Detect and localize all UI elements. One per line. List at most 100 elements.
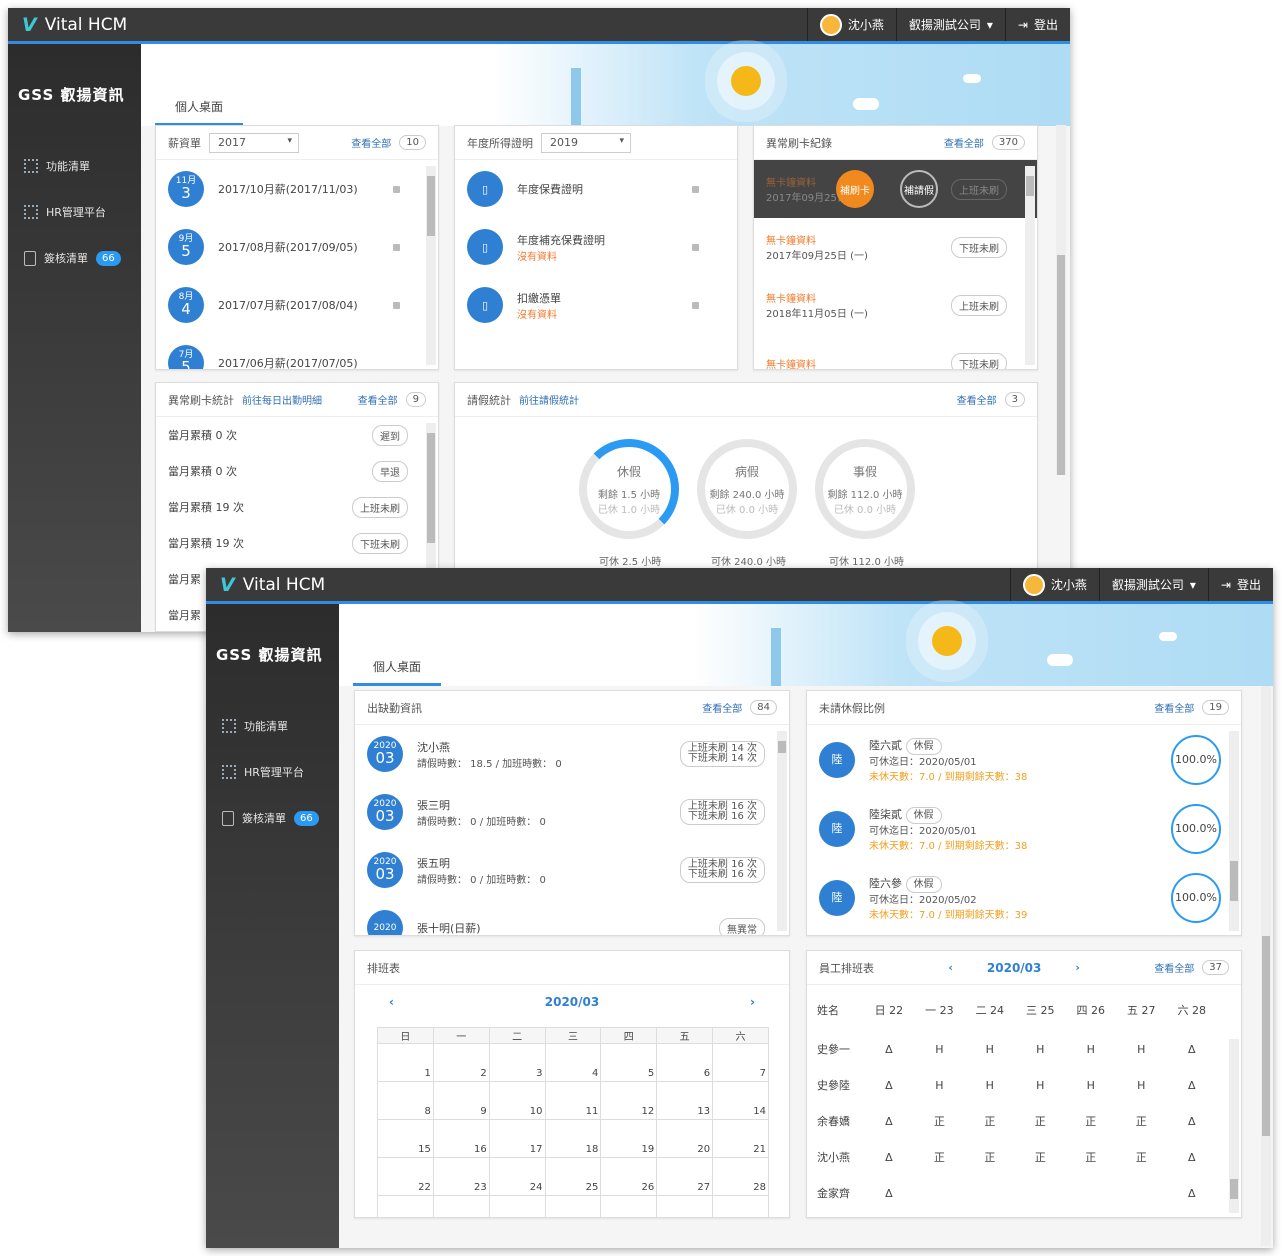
calendar-day[interactable]: 3 <box>488 1043 546 1082</box>
list-item[interactable]: 11月 3 2017/10月薪(2017/11/03) <box>156 160 438 218</box>
calendar-day[interactable]: 16 <box>432 1119 490 1158</box>
calendar-day[interactable]: 30 <box>432 1195 490 1217</box>
calendar-day[interactable] <box>712 1195 769 1217</box>
list-item[interactable]: 2020 03 沈小燕 請假時數： 18.5 / 加班時數： 0 上班未刷 14 次下班… <box>355 725 789 783</box>
calendar-day[interactable]: 15 <box>377 1119 434 1158</box>
calendar-day[interactable] <box>656 1195 714 1217</box>
view-all-link[interactable]: 查看全部 <box>1154 704 1195 715</box>
page-scrollbar[interactable] <box>1056 125 1066 475</box>
date-circle: 2020 03 <box>367 852 403 888</box>
list-item[interactable]: ▯ 年度補充保費證明 沒有資料 <box>455 218 737 276</box>
leave-request-button[interactable]: 補請假 <box>900 170 938 208</box>
calendar-day[interactable]: 27 <box>656 1157 714 1196</box>
calendar-day[interactable]: 12 <box>600 1081 658 1120</box>
calendar-day[interactable]: 5 <box>600 1043 658 1082</box>
user-menu[interactable]: 沈小燕 <box>1009 568 1099 601</box>
table-row[interactable]: 史參一 Δ H H H H H Δ <box>807 1031 1227 1067</box>
scrollbar[interactable] <box>426 166 436 365</box>
calendar-day[interactable]: 24 <box>488 1157 546 1196</box>
calendar-day[interactable]: 26 <box>600 1157 658 1196</box>
chevron-left-icon[interactable]: ‹ <box>389 995 394 1009</box>
calendar-day[interactable]: 18 <box>544 1119 602 1158</box>
punch-card-button[interactable]: 補刷卡 <box>836 170 874 208</box>
table-row[interactable]: 金家齊 Δ Δ <box>807 1175 1227 1211</box>
logout-button[interactable]: ⇥ 登出 <box>1004 8 1070 41</box>
view-all-link[interactable]: 查看全部 <box>1154 964 1195 975</box>
sidebar-item-approval[interactable]: 簽核清單 66 <box>206 795 339 841</box>
calendar-day[interactable]: 10 <box>488 1081 546 1120</box>
calendar-day[interactable]: 7 <box>712 1043 769 1082</box>
calendar-day[interactable]: 28 <box>712 1157 769 1196</box>
calendar-day[interactable]: 25 <box>544 1157 602 1196</box>
calendar-day[interactable]: 23 <box>432 1157 490 1196</box>
scrollbar[interactable] <box>1025 166 1035 365</box>
chevron-right-icon[interactable]: › <box>1075 961 1080 974</box>
view-all-link[interactable]: 查看全部 <box>357 396 398 407</box>
chevron-right-icon[interactable]: › <box>750 995 755 1009</box>
calendar-day[interactable]: 11 <box>544 1081 602 1120</box>
calendar-day[interactable]: 1 <box>377 1043 434 1082</box>
view-all-link[interactable]: 查看全部 <box>956 396 997 407</box>
sidebar-item-menu[interactable]: 功能清單 <box>206 703 339 749</box>
view-all-link[interactable]: 查看全部 <box>702 704 743 715</box>
company-menu[interactable]: 叡揚測試公司 ▾ <box>1098 568 1208 601</box>
calendar-day[interactable]: 19 <box>600 1119 658 1158</box>
company-menu[interactable]: 叡揚測試公司 ▾ <box>895 8 1005 41</box>
sidebar-item-hr[interactable]: HR管理平台 <box>8 189 141 235</box>
calendar-day[interactable]: 6 <box>656 1043 714 1082</box>
sidebar-item-hr[interactable]: HR管理平台 <box>206 749 339 795</box>
sidebar-item-approval[interactable]: 簽核清單 66 <box>8 235 141 281</box>
scrollbar[interactable] <box>426 423 436 627</box>
app-logo[interactable]: V Vital HCM <box>22 14 127 36</box>
calendar-day[interactable]: 8 <box>377 1081 434 1120</box>
user-menu[interactable]: 沈小燕 <box>806 8 896 41</box>
page-scrollbar[interactable] <box>1261 686 1271 1246</box>
scrollbar[interactable] <box>777 731 787 931</box>
scrollbar[interactable] <box>1229 1039 1239 1213</box>
list-item[interactable]: ▯ 扣繳憑單 沒有資料 <box>455 276 737 334</box>
list-item[interactable]: 陸陸六貳 休假 可休迄日：2020/05/01 未休天數：7.0 / 到期剩餘天數：… <box>807 725 1241 794</box>
list-item[interactable]: 陸陸柒貳 休假 可休迄日：2020/05/01 未休天數：7.0 / 到期剩餘天數：… <box>807 794 1241 863</box>
list-item[interactable]: 7月 5 2017/06月薪(2017/07/05) <box>156 334 438 369</box>
list-item[interactable]: 2020 張十明(日薪) 無異常 <box>355 899 789 935</box>
view-all-link[interactable]: 查看全部 <box>943 139 984 150</box>
list-item[interactable]: 9月 5 2017/08月薪(2017/09/05) <box>156 218 438 276</box>
list-item[interactable]: 8月 4 2017/07月薪(2017/08/04) <box>156 276 438 334</box>
table-row[interactable]: 沈小燕 Δ 正 正 正 正 正 Δ <box>807 1139 1227 1175</box>
calendar-day[interactable]: 31 <box>488 1195 546 1217</box>
view-all-link[interactable]: 查看全部 <box>351 139 392 150</box>
calendar-day[interactable]: 13 <box>656 1081 714 1120</box>
scrollbar[interactable] <box>1229 731 1239 931</box>
list-item[interactable]: 2020 03 張五明 請假時數： 0 / 加班時數： 0 上班未刷 16 次下班未刷 … <box>355 841 789 899</box>
calendar-day[interactable] <box>600 1195 658 1217</box>
list-item[interactable]: 陸陸六參 休假 可休迄日：2020/05/02 未休天數：7.0 / 到期剩餘天數：… <box>807 863 1241 932</box>
leave-stats-link[interactable]: 前往請假統計 <box>519 396 579 407</box>
table-row[interactable]: 余春嬌 Δ 正 正 正 正 正 Δ <box>807 1103 1227 1139</box>
calendar-day[interactable]: 29 <box>377 1195 434 1217</box>
year-select[interactable]: 2017 <box>209 132 299 153</box>
tab-personal-desktop[interactable]: 個人桌面 <box>155 98 244 126</box>
list-item[interactable]: 無卡鐘資料 2018年11月05日 (一) 上班未刷 <box>754 276 1037 334</box>
calendar-day[interactable]: 4 <box>544 1043 602 1082</box>
app-logo[interactable]: V Vital HCM <box>220 574 325 596</box>
calendar-day[interactable]: 9 <box>432 1081 490 1120</box>
calendar-day[interactable]: 22 <box>377 1157 434 1196</box>
calendar-day[interactable]: 17 <box>488 1119 546 1158</box>
calendar-day[interactable]: 21 <box>712 1119 769 1158</box>
year-select[interactable]: 2019 <box>541 132 631 153</box>
calendar-day[interactable]: 2 <box>432 1043 490 1082</box>
list-item[interactable]: ▯ 年度保費證明 <box>455 160 737 218</box>
list-item-hovered[interactable]: 無卡鐘資料 2017年09月25日 補刷卡 補請假 上班未刷 <box>754 160 1037 218</box>
detail-link[interactable]: 前往每日出勤明細 <box>242 396 322 407</box>
calendar-day[interactable]: 20 <box>656 1119 714 1158</box>
tab-personal-desktop[interactable]: 個人桌面 <box>353 658 442 686</box>
logout-button[interactable]: ⇥ 登出 <box>1207 568 1273 601</box>
list-item[interactable]: 無卡鐘資料 下班未刷 <box>754 334 1037 369</box>
table-row[interactable]: 史參陸 Δ H H H H H Δ <box>807 1067 1227 1103</box>
chevron-left-icon[interactable]: ‹ <box>948 961 953 974</box>
calendar-day[interactable]: 14 <box>712 1081 769 1120</box>
list-item[interactable]: 無卡鐘資料 2017年09月25日 (一) 下班未刷 <box>754 218 1037 276</box>
list-item[interactable]: 2020 03 張三明 請假時數： 0 / 加班時數： 0 上班未刷 16 次下班未刷 … <box>355 783 789 841</box>
calendar-day[interactable] <box>544 1195 602 1217</box>
sidebar-item-menu[interactable]: 功能清單 <box>8 143 141 189</box>
